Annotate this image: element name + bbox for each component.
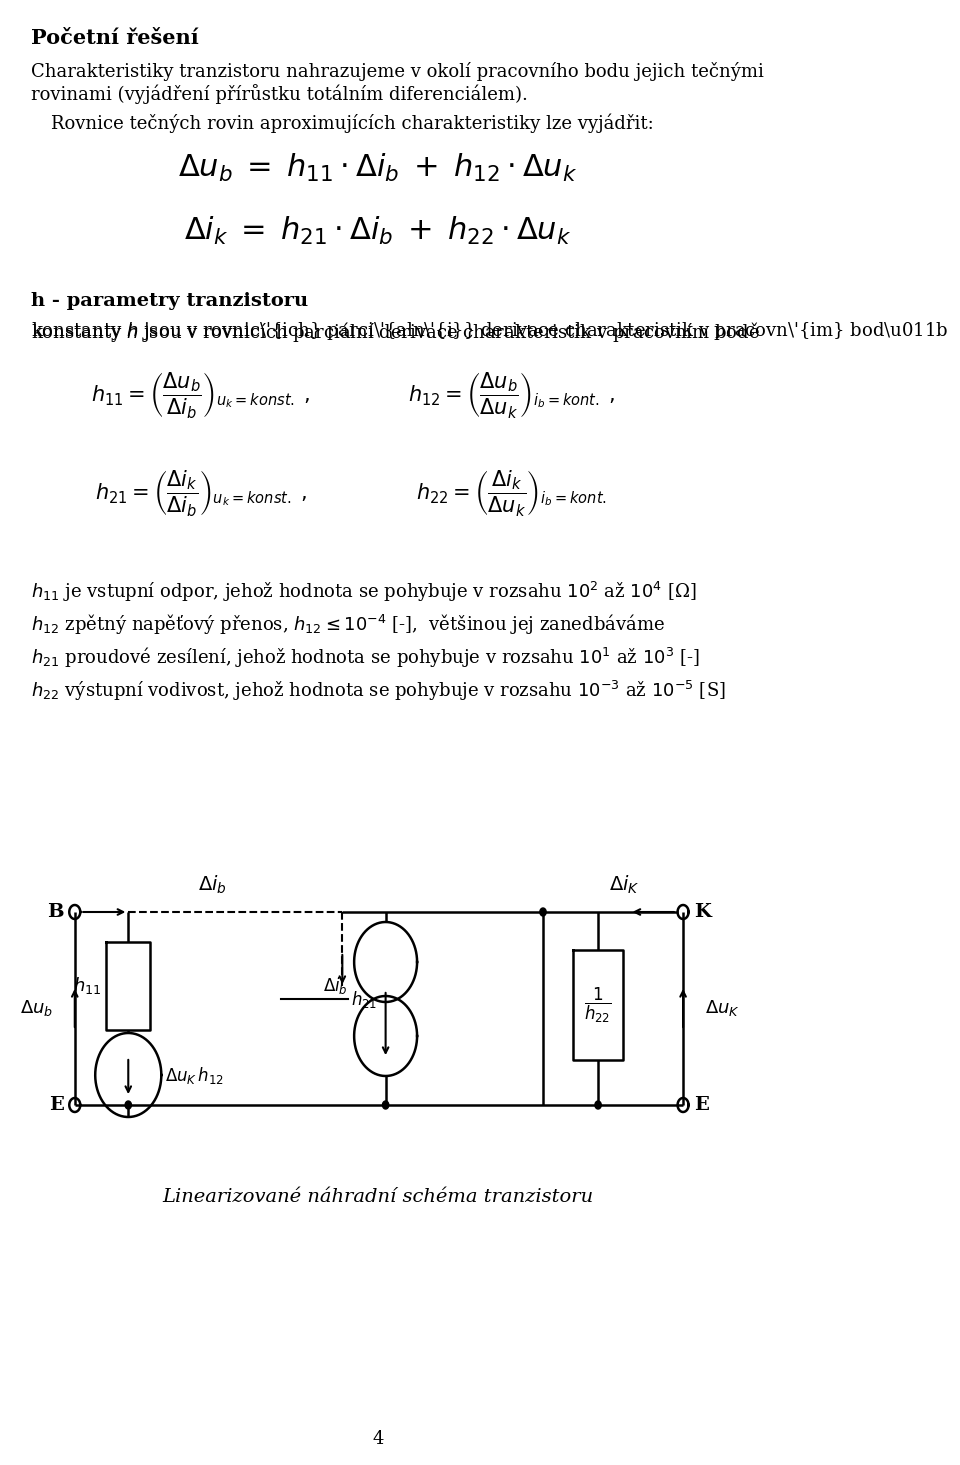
Text: 4: 4 — [372, 1430, 383, 1447]
Text: $\Delta u_K\, h_{12}$: $\Delta u_K\, h_{12}$ — [165, 1065, 225, 1086]
Text: $h_{11}$: $h_{11}$ — [73, 976, 102, 996]
Text: konstanty $h$ jsou v rovnic\'{ich} parci\'{aln\'{i}} derivace charakteristik v p: konstanty $h$ jsou v rovnic\'{ich} parci… — [32, 319, 949, 341]
Text: E: E — [49, 1096, 63, 1113]
Text: $h_{21} = \left(\dfrac{\Delta i_k}{\Delta i_b}\right)_{u_k=konst.}$$\;,$: $h_{21} = \left(\dfrac{\Delta i_k}{\Delt… — [95, 467, 306, 519]
Text: $h_{11} = \left(\dfrac{\Delta u_b}{\Delta i_b}\right)_{u_k=konst.}$$\;,$: $h_{11} = \left(\dfrac{\Delta u_b}{\Delt… — [91, 371, 310, 420]
Text: $\Delta u_K$: $\Delta u_K$ — [705, 998, 740, 1018]
Text: K: K — [694, 902, 711, 921]
Text: $h_{21}$ proudové zesílení, jehož hodnota se pohybuje v rozsahu $10^1$ až $10^3$: $h_{21}$ proudové zesílení, jehož hodnot… — [32, 646, 701, 670]
Text: Linearizované náhradní schéma tranzistoru: Linearizované náhradní schéma tranzistor… — [162, 1188, 593, 1206]
Text: $\Delta u_b$: $\Delta u_b$ — [19, 998, 53, 1018]
Text: $h_{11}$ je vstupní odpor, jehož hodnota se pohybuje v rozsahu $10^2$ až $10^4$ : $h_{11}$ je vstupní odpor, jehož hodnota… — [32, 580, 697, 604]
Polygon shape — [540, 908, 546, 916]
Text: konstanty $h$ jsou v rovnicích parciální derivace charakteristik v pracovním bod: konstanty $h$ jsou v rovnicích parciální… — [32, 319, 760, 344]
Text: Rovnice tečných rovin aproximujících charakteristiky lze vyjádřit:: Rovnice tečných rovin aproximujících cha… — [51, 113, 654, 132]
Text: Početní řešení: Početní řešení — [32, 28, 200, 48]
Text: $\Delta i_b$: $\Delta i_b$ — [198, 875, 227, 897]
Text: E: E — [694, 1096, 709, 1113]
Text: h - parametry tranzistoru: h - parametry tranzistoru — [32, 292, 308, 311]
Text: $h_{22} = \left(\dfrac{\Delta i_k}{\Delta u_k}\right)_{i_b=kont.}$: $h_{22} = \left(\dfrac{\Delta i_k}{\Delt… — [416, 467, 607, 519]
Polygon shape — [595, 1102, 601, 1109]
Text: $h_{22}$ výstupní vodivost, jehož hodnota se pohybuje v rozsahu $10^{-3}$ až $10: $h_{22}$ výstupní vodivost, jehož hodnot… — [32, 678, 726, 703]
Text: $\Delta i_K$: $\Delta i_K$ — [609, 875, 639, 897]
Text: $\Delta i_k \;=\; h_{21} \cdot \Delta i_b \;+\; h_{22} \cdot \Delta u_k$: $\Delta i_k \;=\; h_{21} \cdot \Delta i_… — [184, 215, 571, 248]
Text: $h_{12}$ zpětný napěťový přenos, $h_{12} \leq 10^{-4}$ [-],  většinou jej zanedb: $h_{12}$ zpětný napěťový přenos, $h_{12}… — [32, 612, 665, 637]
Text: B: B — [47, 902, 63, 921]
Text: $\dfrac{1}{h_{22}}$: $\dfrac{1}{h_{22}}$ — [585, 986, 612, 1024]
Polygon shape — [382, 1102, 389, 1109]
Text: Charakteristiky tranzistoru nahrazujeme v okolí pracovního bodu jejich tečnými: Charakteristiky tranzistoru nahrazujeme … — [32, 62, 764, 81]
Text: $h_{21}$: $h_{21}$ — [351, 989, 377, 1009]
Text: rovinami (vyjádření přírůstku totálním diferenciálem).: rovinami (vyjádření přírůstku totálním d… — [32, 84, 528, 104]
Polygon shape — [125, 1102, 132, 1109]
Text: $\Delta u_b \;=\; h_{11} \cdot \Delta i_b \;+\; h_{12} \cdot \Delta u_k$: $\Delta u_b \;=\; h_{11} \cdot \Delta i_… — [178, 152, 577, 185]
Text: $\Delta i_b$: $\Delta i_b$ — [323, 976, 348, 996]
Text: $h_{12} = \left(\dfrac{\Delta u_b}{\Delta u_k}\right)_{i_b=kont.}$$\;,$: $h_{12} = \left(\dfrac{\Delta u_b}{\Delt… — [408, 371, 615, 420]
